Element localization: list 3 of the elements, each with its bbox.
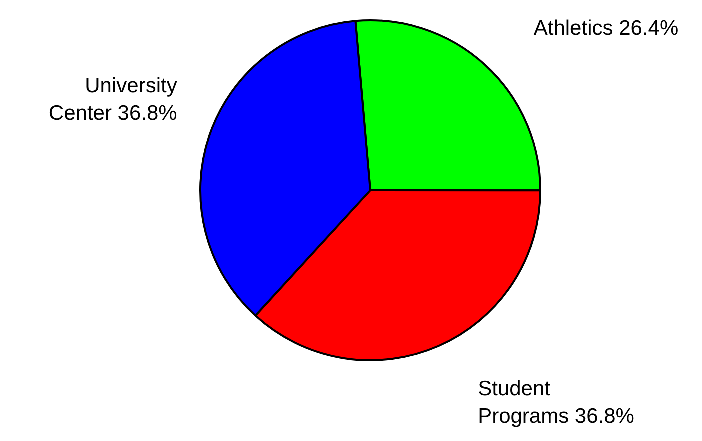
slice-label: Athletics 26.4% [534, 17, 679, 40]
slice-label: University Center 36.8% [48, 74, 178, 125]
slice-label: Student Programs 36.8% [478, 377, 634, 428]
